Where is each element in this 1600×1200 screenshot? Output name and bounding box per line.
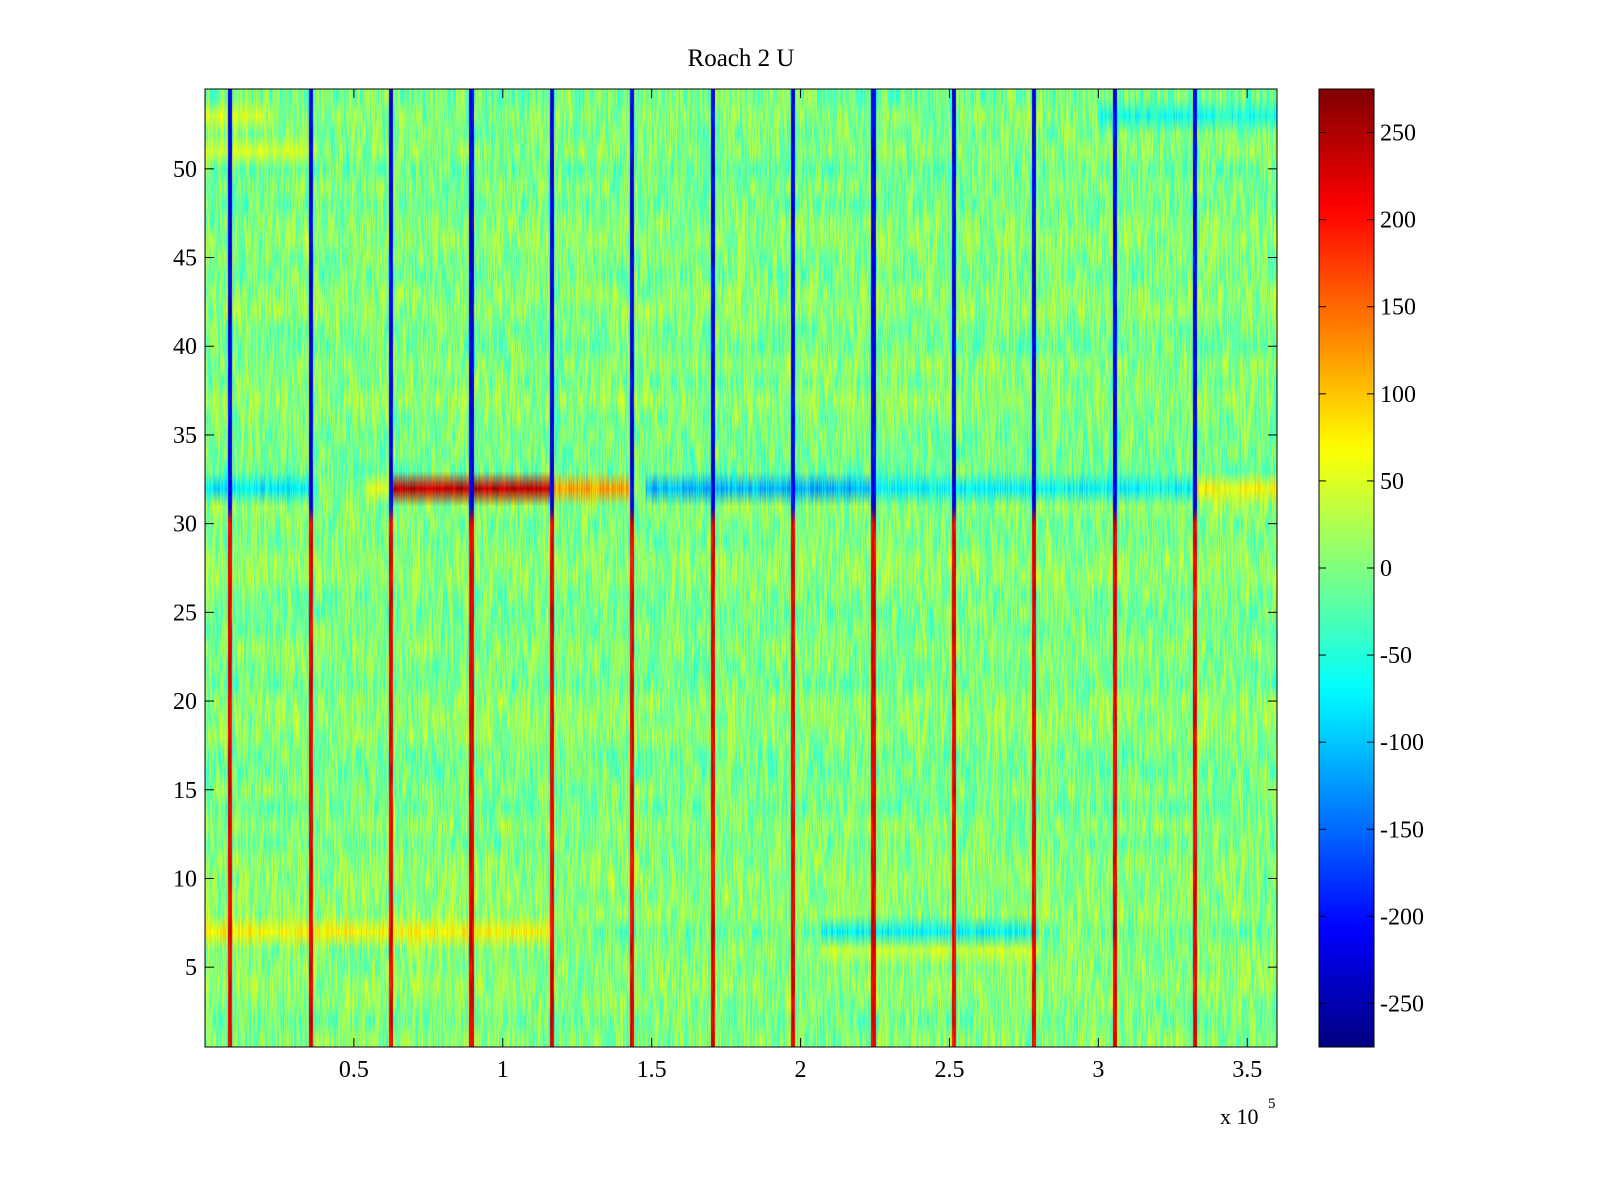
x-tick-label: 2 — [795, 1057, 807, 1083]
colorbar-tick-label: -50 — [1380, 643, 1412, 669]
x-multiplier-base: x 10 — [1220, 1104, 1259, 1129]
colorbar-tick-label: 50 — [1380, 469, 1404, 495]
colorbar-tick-label: 100 — [1380, 382, 1416, 408]
colorbar-tick-label: -100 — [1380, 730, 1424, 756]
x-axis-multiplier: x 10 5 — [1220, 1096, 1276, 1129]
colorbar-tick-label: 0 — [1380, 556, 1392, 582]
y-axis: 5 10 15 20 25 30 35 40 45 50 — [173, 157, 1277, 981]
y-tick-label: 10 — [173, 866, 197, 892]
heatmap-plot — [204, 88, 1278, 1048]
y-tick-label: 20 — [173, 689, 197, 715]
plot-frame — [204, 88, 1278, 1048]
colorbar-tick-label: -200 — [1380, 904, 1424, 930]
colorbar-tick-label: -150 — [1380, 817, 1424, 843]
x-tick-label: 1.5 — [637, 1057, 667, 1083]
x-multiplier-exponent: 5 — [1268, 1096, 1276, 1112]
y-tick-label: 40 — [173, 334, 197, 360]
y-tick-label: 25 — [173, 600, 197, 626]
colorbar-tick-label: 200 — [1380, 208, 1416, 234]
colorbar-ticks: 250 200 150 100 50 0 -50 -100 -150 -200 -250 — [1319, 121, 1424, 1017]
x-axis: 0.5 1 1.5 2 2.5 3 3.5 — [339, 89, 1262, 1083]
chart-title: Roach 2 U — [688, 45, 795, 72]
colorbar: 250 200 150 100 50 0 -50 -100 -150 -200 -250 — [1318, 88, 1424, 1048]
y-tick-label: 45 — [173, 246, 197, 272]
x-tick-label: 3 — [1092, 1057, 1104, 1083]
y-tick-label: 50 — [173, 157, 197, 183]
y-tick-label: 35 — [173, 423, 197, 449]
colorbar-gradient — [1319, 89, 1374, 1047]
y-tick-label: 15 — [173, 778, 197, 804]
x-tick-label: 0.5 — [339, 1057, 369, 1083]
colorbar-tick-label: 150 — [1380, 295, 1416, 321]
heatmap-image — [205, 89, 1277, 1047]
x-tick-label: 1 — [497, 1057, 509, 1083]
colorbar-tick-label: 250 — [1380, 121, 1416, 147]
colorbar-tick-label: -250 — [1380, 991, 1424, 1017]
x-tick-label: 2.5 — [934, 1057, 964, 1083]
y-tick-label: 30 — [173, 512, 197, 538]
x-tick-label: 3.5 — [1232, 1057, 1262, 1083]
y-tick-label: 5 — [185, 955, 197, 981]
